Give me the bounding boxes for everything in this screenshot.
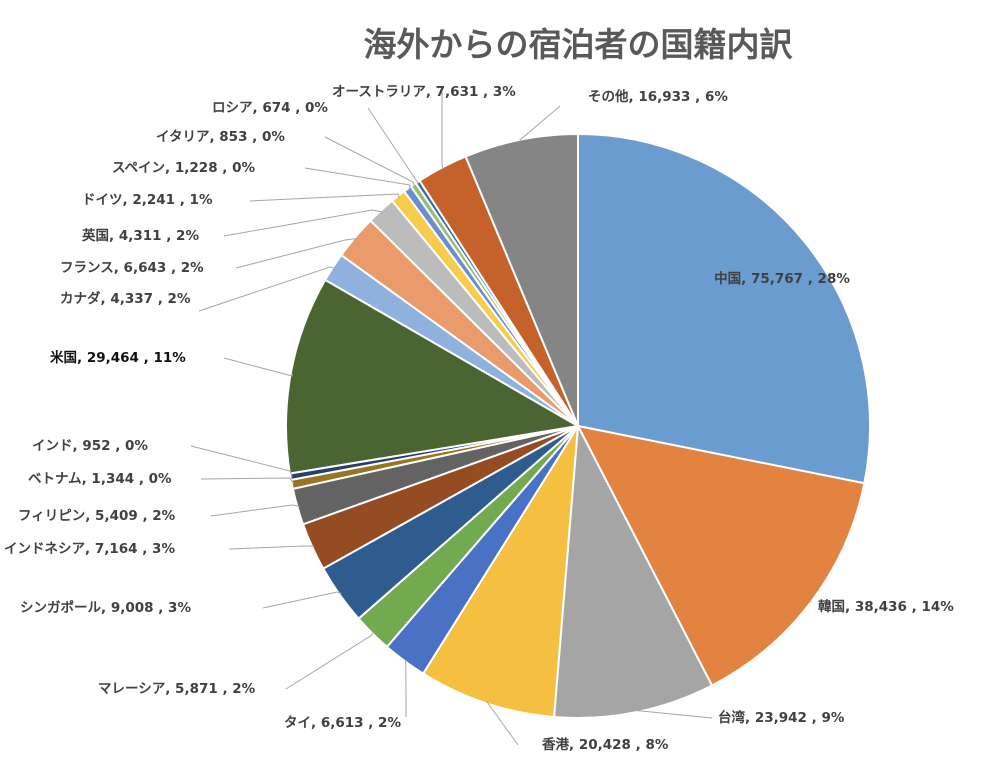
data-label: マレーシア, 5,871 , 2% xyxy=(98,681,256,697)
data-label: スペイン, 1,228 , 0% xyxy=(112,160,256,176)
leader-line xyxy=(210,504,300,517)
pie-slice xyxy=(421,425,579,719)
data-label: 韓国, 38,436 , 14% xyxy=(818,598,954,615)
data-label: フランス, 6,643 , 2% xyxy=(60,260,204,276)
data-label: インドネシア, 7,164 , 3% xyxy=(4,541,175,557)
leader-line xyxy=(200,477,295,485)
leader-line xyxy=(634,709,713,719)
data-label: シンガポール, 9,008 , 3% xyxy=(20,599,191,616)
data-label: ドイツ, 2,241 , 1% xyxy=(82,192,213,208)
data-label: 台湾, 23,942 , 9% xyxy=(718,709,845,726)
chart-title: 海外からの宿泊者の国籍内訳 xyxy=(364,25,794,64)
leader-line xyxy=(228,545,315,550)
pie-slice xyxy=(552,422,714,719)
leader-line xyxy=(441,92,444,170)
data-label: ロシア, 674 , 0% xyxy=(212,100,328,116)
leader-line xyxy=(223,209,383,237)
leader-line xyxy=(304,167,411,191)
data-label: イタリア, 853 , 0% xyxy=(156,129,285,145)
data-label: その他, 16,933 , 6% xyxy=(588,88,728,105)
data-label: オーストラリア, 7,631 , 3% xyxy=(332,84,516,100)
leader-line xyxy=(262,591,342,609)
leader-line xyxy=(223,357,294,377)
leader-line xyxy=(190,445,293,477)
leader-line xyxy=(367,107,420,184)
leader-lines xyxy=(190,92,813,746)
pie-slice xyxy=(577,132,871,485)
pie-slices xyxy=(285,132,871,719)
leader-line xyxy=(486,700,519,746)
leader-line xyxy=(235,238,357,269)
data-label: タイ, 6,613 , 2% xyxy=(284,715,401,731)
leader-line xyxy=(285,631,375,690)
data-label: 香港, 20,428 , 8% xyxy=(541,736,669,753)
data-label: ベトナム, 1,344 , 0% xyxy=(28,471,172,487)
slice-labels: 中国, 75,767 , 28% 韓国, 38,436 , 14% 台湾, 23,9… xyxy=(4,84,954,753)
leader-line xyxy=(198,266,335,312)
data-label: 英国, 4,311 , 2% xyxy=(81,227,199,244)
leader-line xyxy=(324,136,415,187)
leader-line xyxy=(249,193,400,202)
pie-slice xyxy=(285,278,581,475)
data-label: カナダ, 4,337 , 2% xyxy=(60,290,191,307)
data-label: インド, 952 , 0% xyxy=(32,438,148,454)
data-label: フィリピン, 5,409 , 2% xyxy=(18,508,176,524)
leader-line xyxy=(519,105,561,142)
data-label: 米国, 29,464 , 11% xyxy=(50,349,186,366)
leader-line xyxy=(809,600,813,603)
data-label: 中国, 75,767 , 28% xyxy=(714,270,850,287)
